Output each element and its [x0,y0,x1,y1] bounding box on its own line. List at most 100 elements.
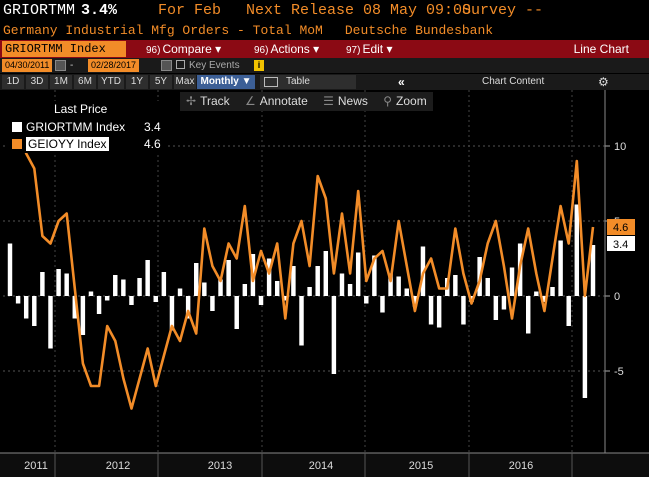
data-bar [550,287,555,296]
period-max-button[interactable]: Max [174,75,196,89]
compare-menu[interactable]: 96) Compare ▾ [146,42,222,56]
security-description: Germany Industrial Mfg Orders - Total Mo… [3,23,323,38]
data-bar [23,296,29,319]
data-bar [121,279,126,296]
data-bar [388,273,393,296]
data-bar [364,296,369,304]
start-date-input[interactable]: 04/30/2011 [2,59,53,72]
data-bar [501,296,507,310]
last-value-tag-bars: 3.4 [607,236,635,251]
data-bar [104,296,110,301]
calendar-icon[interactable] [161,60,172,71]
y-tick-label: -5 [614,366,624,378]
annotate-button[interactable]: ∠ Annotate [244,94,308,108]
data-bar [137,278,142,296]
data-bar [80,296,86,335]
data-bar [64,273,69,296]
ticker-symbol: GRIORTMM [3,2,76,19]
info-icon[interactable]: i [254,60,264,71]
data-bar [372,255,377,296]
data-bar [129,296,134,305]
checkbox-icon[interactable] [176,60,185,69]
period-1m-button[interactable]: 1M [50,75,72,89]
legend-series-name: GRIORTMM Index [26,120,126,134]
command-bar: GRIORTMM Index 96) Compare ▾ 96) Actions ▾… [0,40,649,58]
next-release: Next Release 08 May 09:00 [246,2,472,19]
data-bar [226,260,231,296]
chart-type-label: Line Chart [573,42,629,56]
tag-label: 3.4 [613,239,628,251]
last-value-tag-line: 4.6 [607,219,635,235]
news-button[interactable]: ☰ News [323,94,368,108]
data-bar [396,276,401,296]
edit-menu[interactable]: 97) Edit ▾ [346,42,393,56]
end-date-input[interactable]: 02/28/2017 [88,59,140,72]
x-tick-label: 2012 [106,460,130,472]
ticker-input[interactable]: GRIORTMM Index [2,41,126,57]
tag-background [607,219,635,235]
chart-content-button[interactable]: Chart Content [482,76,545,87]
chevron-down-icon: ▾ [386,42,393,56]
period-5y-button[interactable]: 5Y [150,75,172,89]
data-bar [258,296,264,305]
security-description-row: Germany Industrial Mfg Orders - Total Mo… [0,22,649,40]
data-bar [210,296,215,311]
legend-item[interactable]: GRIORTMM Index 3.4 [12,120,162,134]
data-bar [331,296,337,374]
data-bar [266,258,272,296]
zoom-button[interactable]: ⚲ Zoom [383,94,427,108]
data-bar [323,251,329,296]
data-bar [428,296,434,325]
data-bar [185,296,191,319]
period-1d-button[interactable]: 1D [2,75,24,89]
line-series [8,122,595,410]
legend-series-value: 3.4 [144,120,161,134]
period-ytd-button[interactable]: YTD [98,75,124,89]
data-bar [96,296,102,314]
data-bar [32,296,37,326]
news-icon: ☰ [323,94,334,108]
y-tick-label: 0 [614,291,620,303]
data-bar [380,296,385,313]
legend-item[interactable]: GEIOYY Index 4.6 [12,137,162,151]
chart-icon [264,77,278,87]
x-axis-band [0,453,649,477]
data-bar [525,296,531,334]
data-bar [291,266,296,296]
y-tick-label: 10 [614,141,626,153]
pencil-icon: ∠ [244,94,256,108]
legend-series-value: 4.6 [144,137,161,151]
chevron-down-icon: ▾ [313,42,320,56]
last-value: 3.4% [81,2,118,19]
tag-label: 4.6 [613,222,628,234]
period-3d-button[interactable]: 3D [26,75,48,89]
data-bar [113,275,118,296]
period-1y-button[interactable]: 1Y [126,75,148,89]
data-bar [412,296,418,307]
data-bar [404,288,409,296]
track-button[interactable]: ✢ Track [186,94,230,108]
calendar-icon[interactable] [55,60,66,71]
data-bar [558,240,563,296]
data-bar [7,243,13,296]
gear-icon[interactable]: ⚙ [598,75,609,89]
data-bar [145,260,150,296]
data-bar [218,279,223,296]
table-toggle-button[interactable]: Table [260,75,356,89]
data-bar [534,291,539,296]
date-range-bar: 04/30/2011 - 02/28/2017 Key Events i [0,58,649,73]
survey-label: Survey -- [462,2,544,19]
period-6m-button[interactable]: 6M [74,75,96,89]
collapse-icon[interactable]: « [398,75,405,89]
actions-menu[interactable]: 96) Actions ▾ [254,42,320,56]
data-bar [283,296,288,301]
legend-title: Last Price [54,102,108,116]
data-bar [194,263,199,296]
data-bar [56,269,61,296]
data-bar [582,296,588,398]
series-line [8,122,595,410]
key-events-toggle[interactable]: Key Events [176,58,240,73]
data-bar [234,296,239,329]
frequency-select[interactable]: Monthly ▼ [197,75,255,89]
